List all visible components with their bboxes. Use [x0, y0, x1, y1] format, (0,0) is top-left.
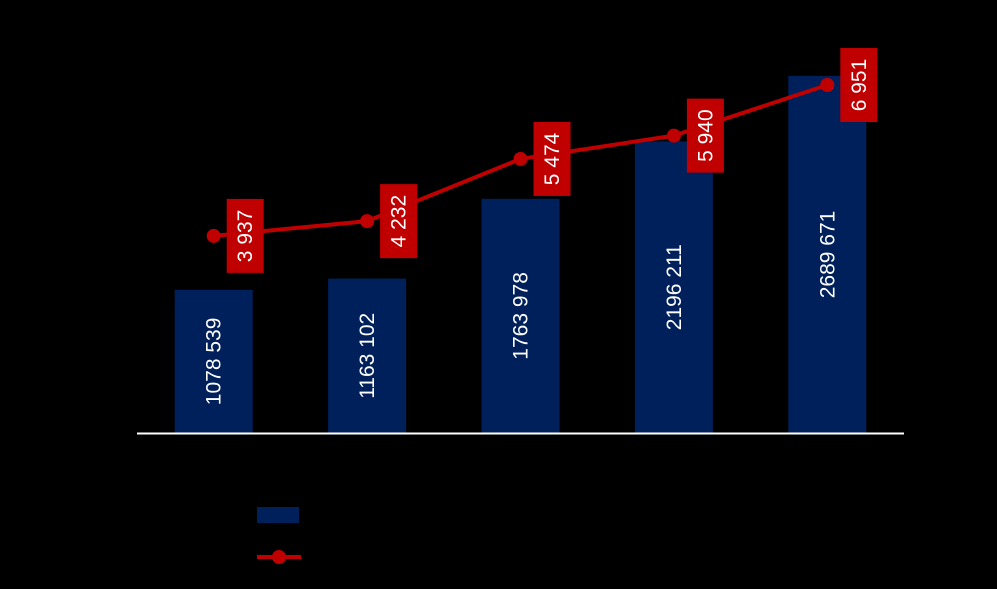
line-data-label-1: 3 937 [234, 210, 257, 263]
line-data-label-5: 6 951 [848, 59, 871, 112]
bar-3 [481, 198, 560, 433]
line-marker-4 [666, 128, 681, 143]
legend-bar-swatch [257, 507, 299, 523]
line-data-label-3: 5 474 [541, 132, 564, 185]
bar-4 [634, 141, 713, 433]
bar-2 [328, 278, 407, 433]
bar-data-label-3: 1763 978 [510, 272, 533, 360]
line-label-box-4 [686, 98, 724, 173]
line-label-box-5 [840, 48, 878, 123]
line-label-box-1 [226, 198, 264, 273]
line-data-label-2: 4 232 [388, 195, 411, 248]
line-label-box-3 [533, 121, 571, 196]
line-data-label-4: 5 940 [694, 109, 717, 162]
legend [257, 507, 301, 564]
line-label-box-2 [380, 184, 418, 259]
bar-5 [788, 75, 867, 433]
bar-1 [174, 289, 253, 433]
line-marker-1 [206, 228, 221, 243]
bar-data-label-1: 1078 539 [203, 318, 226, 406]
legend-line-marker [272, 550, 286, 564]
line-marker-2 [360, 214, 375, 229]
bars-layer: 1078 539 1163 102 1763 978 2196 211 2689 671 [174, 75, 867, 433]
bar-data-label-2: 1163 102 [356, 313, 379, 399]
bar-data-label-4: 2196 211 [663, 244, 686, 330]
line-marker-5 [820, 78, 835, 93]
bar-data-label-5: 2689 671 [816, 211, 839, 299]
line-marker-3 [513, 151, 528, 166]
line-layer: 3 937 4 232 5 474 5 940 6 951 [206, 48, 878, 273]
